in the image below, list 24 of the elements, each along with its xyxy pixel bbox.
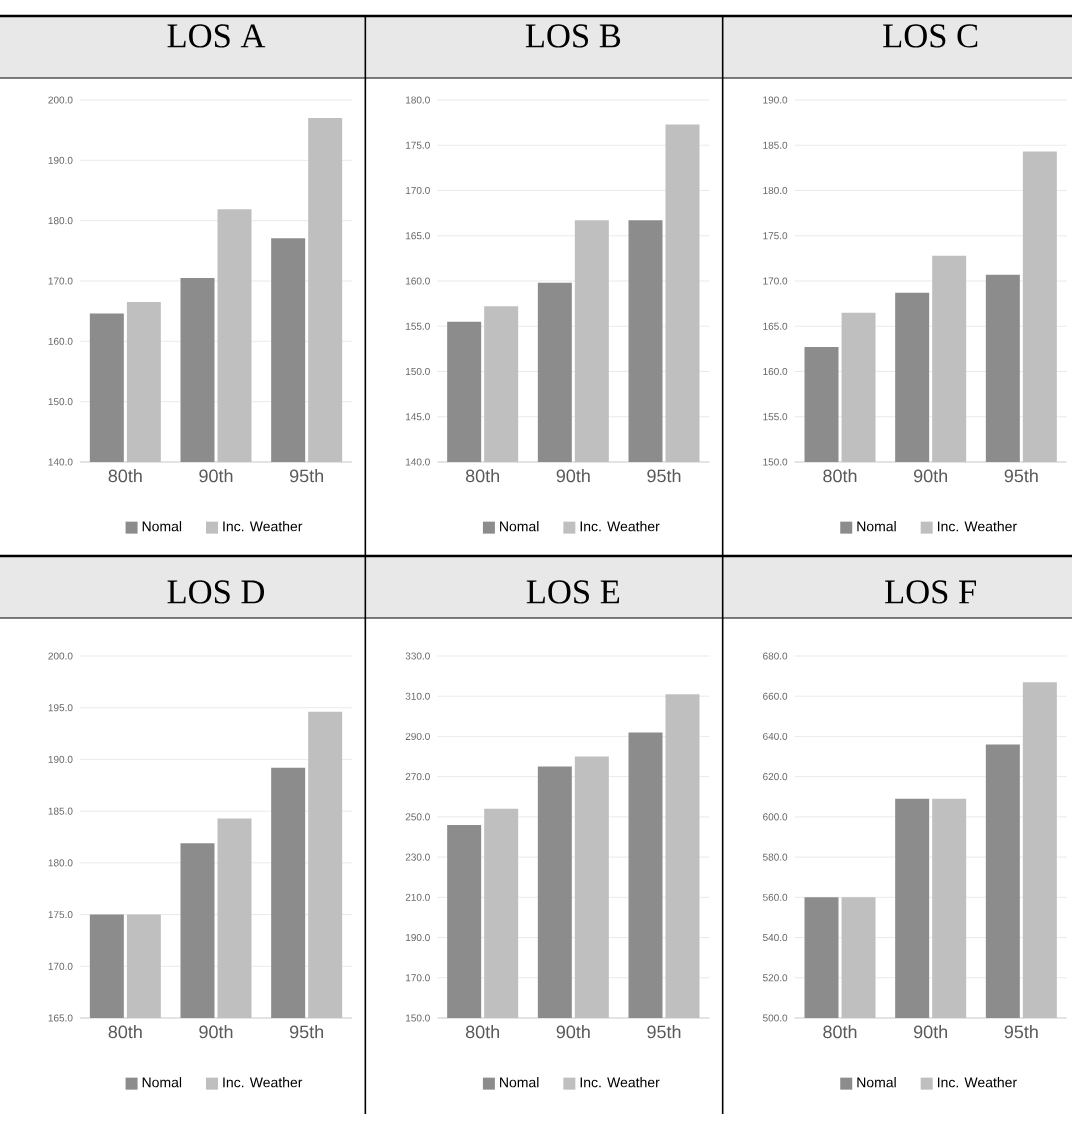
chart-title: LOS B	[525, 24, 621, 48]
x-tick-label: 90th	[914, 1025, 948, 1039]
x-tick-label: 80th	[823, 1025, 857, 1039]
x-tick-label: 90th	[556, 1025, 590, 1039]
x-tick-label: 95th	[289, 469, 324, 483]
chart-title: LOS A	[167, 24, 266, 48]
chart-title: LOS F	[885, 580, 976, 604]
x-tick-label: 80th	[465, 1025, 500, 1039]
chart-title: LOS C	[883, 24, 978, 48]
x-tick-label: 90th	[199, 1025, 233, 1039]
x-tick-label: 80th	[823, 469, 857, 483]
x-tick-label: 80th	[108, 469, 142, 483]
x-tick-label: 80th	[108, 1025, 142, 1039]
x-tick-label: 95th	[1004, 1025, 1038, 1039]
x-tick-label: 80th	[465, 469, 500, 483]
chart-title: LOS D	[167, 580, 265, 604]
x-tick-label: 95th	[289, 1025, 324, 1039]
x-tick-label: 90th	[199, 469, 233, 483]
x-tick-label: 90th	[914, 469, 948, 483]
x-tick-label: 95th	[647, 469, 681, 483]
x-tick-label: 90th	[556, 469, 590, 483]
x-tick-label: 95th	[647, 1025, 681, 1039]
x-tick-label: 95th	[1004, 469, 1038, 483]
chart-title: LOS E	[526, 580, 620, 604]
